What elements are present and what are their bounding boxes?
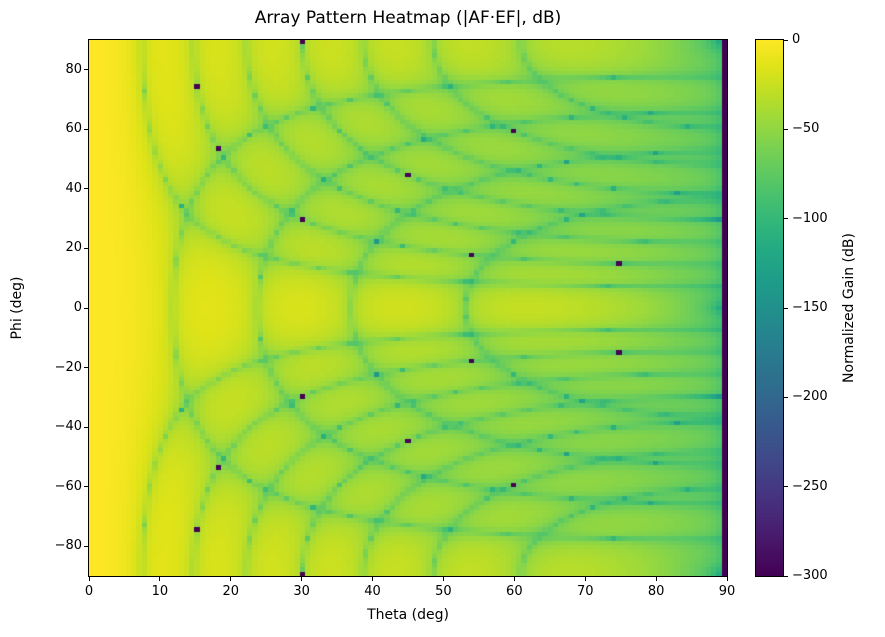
x-tick-mark [442,577,444,581]
colorbar-tick-mark [784,307,788,309]
colorbar-tick-label: −300 [792,568,828,583]
colorbar-tick-label: −150 [792,300,828,315]
colorbar-label: Normalized Gain (dB) [841,233,857,383]
colorbar-tick-label: −200 [792,389,828,405]
y-tick-label: 0 [73,300,82,315]
y-tick-label: −20 [54,359,82,375]
x-tick-label: 40 [364,584,381,599]
y-axis-label: Phi (deg) [9,276,25,340]
x-tick-label: 90 [718,584,736,599]
x-tick-label: 30 [293,584,310,599]
y-tick-label: −60 [54,478,82,494]
colorbar-tick-label: 0 [792,32,801,47]
x-tick-mark [584,577,586,581]
x-tick-mark [230,577,232,581]
x-tick-mark [726,577,728,581]
y-tick-label: 60 [65,121,82,137]
colorbar-tick-label: −250 [792,478,828,494]
colorbar-tick-label: −50 [792,121,820,137]
y-tick-label: 40 [65,180,82,196]
y-tick-label: 20 [65,240,82,256]
y-tick-label: 80 [65,61,82,77]
x-tick-mark [88,577,90,581]
chart-title: Array Pattern Heatmap (|AF·EF|, dB) [254,8,562,28]
y-tick-mark [84,426,88,428]
y-tick-mark [84,486,88,488]
heatmap-plot-area [88,39,728,577]
heatmap-canvas [89,40,727,576]
x-tick-label: 80 [647,584,665,599]
colorbar-tick-mark [784,218,788,220]
x-tick-mark [372,577,374,581]
y-tick-label: −40 [54,419,82,435]
y-tick-mark [84,545,88,547]
colorbar [755,39,784,577]
y-tick-mark [84,247,88,249]
x-tick-mark [513,577,515,581]
x-tick-mark [301,577,303,581]
colorbar-tick-mark [784,128,788,130]
x-tick-label: 10 [151,584,169,599]
x-tick-label: 20 [222,584,240,599]
y-tick-mark [84,307,88,309]
colorbar-canvas [756,40,783,576]
x-tick-label: 60 [506,584,523,599]
x-tick-mark [655,577,657,581]
colorbar-tick-mark [784,39,788,41]
y-tick-mark [84,128,88,130]
colorbar-tick-mark [784,396,788,398]
x-tick-label: 0 [84,584,94,599]
x-tick-mark [159,577,161,581]
y-tick-label: −80 [54,538,82,554]
x-tick-label: 70 [576,584,594,599]
colorbar-tick-mark [784,575,788,577]
colorbar-tick-label: −100 [792,210,828,226]
y-tick-mark [84,69,88,71]
x-axis-label: Theta (deg) [367,607,449,623]
y-tick-mark [84,367,88,369]
colorbar-tick-mark [784,486,788,488]
y-tick-mark [84,188,88,190]
x-tick-label: 50 [435,584,452,599]
